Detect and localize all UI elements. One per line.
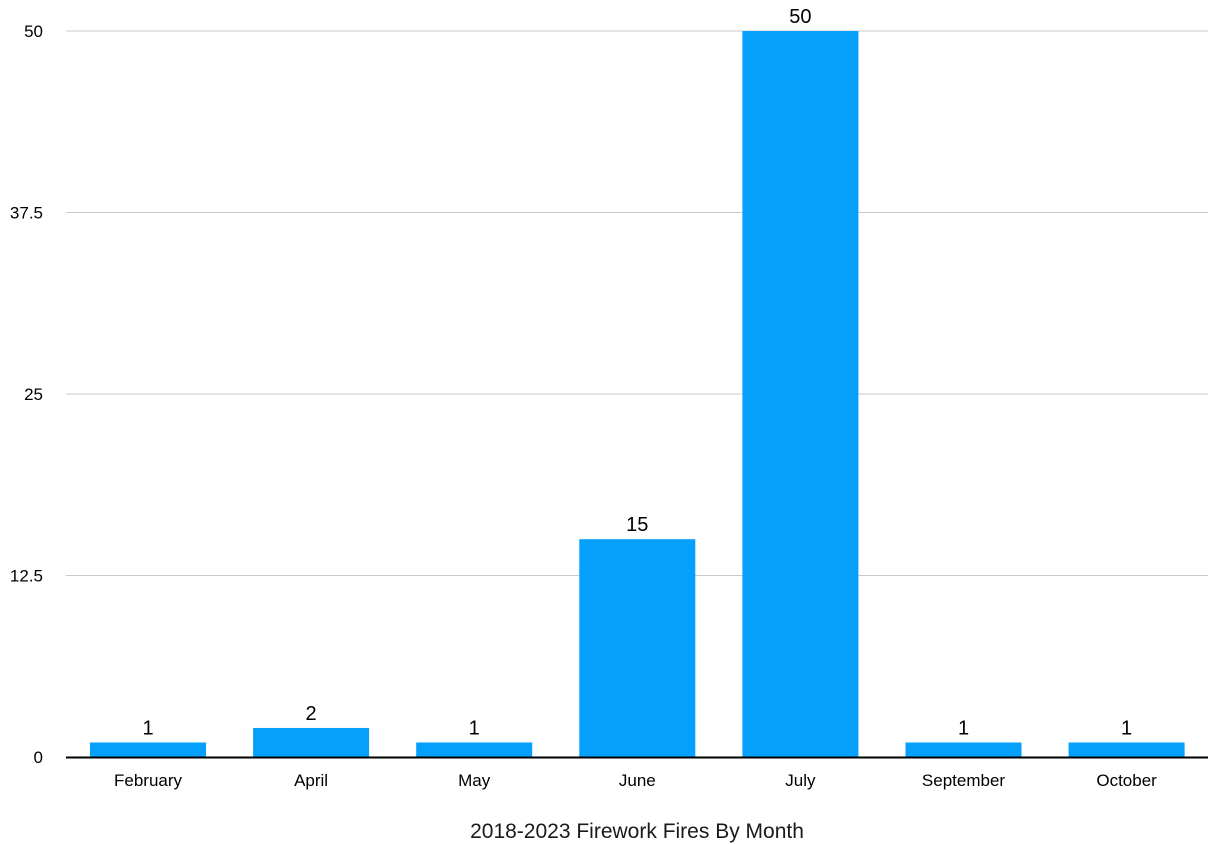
x-tick-label: October xyxy=(1096,771,1157,790)
data-label: 1 xyxy=(142,717,153,739)
data-labels: 1 2 1 15 50 1 1 xyxy=(142,6,1132,739)
bar xyxy=(579,539,696,757)
data-label: 50 xyxy=(789,6,811,28)
data-label: 2 xyxy=(306,703,317,725)
y-axis-ticks: 0 12.5 25 37.5 50 xyxy=(10,22,43,767)
y-tick-label: 25 xyxy=(24,385,43,404)
bars xyxy=(90,31,1185,757)
bar xyxy=(253,727,370,757)
data-label: 1 xyxy=(1121,717,1132,739)
y-tick-label: 12.5 xyxy=(10,567,43,586)
x-tick-label: July xyxy=(785,771,816,790)
x-tick-label: February xyxy=(114,771,183,790)
gridlines xyxy=(66,30,1208,576)
bar xyxy=(90,742,206,757)
x-tick-label: May xyxy=(458,771,491,790)
x-tick-label: June xyxy=(619,771,656,790)
x-axis-ticks: February April May June July September October xyxy=(114,771,1157,790)
x-tick-label: September xyxy=(922,771,1005,790)
y-tick-label: 0 xyxy=(34,748,43,767)
bar xyxy=(742,31,859,757)
y-tick-label: 37.5 xyxy=(10,204,43,223)
data-label: 1 xyxy=(469,717,480,739)
x-tick-label: April xyxy=(294,771,328,790)
x-axis-title: 2018-2023 Firework Fires By Month xyxy=(470,820,804,843)
data-label: 15 xyxy=(626,514,648,536)
bar xyxy=(416,742,533,757)
data-label: 1 xyxy=(958,717,969,739)
bar xyxy=(1068,742,1185,757)
bar xyxy=(905,742,1022,757)
y-tick-label: 50 xyxy=(24,22,43,41)
